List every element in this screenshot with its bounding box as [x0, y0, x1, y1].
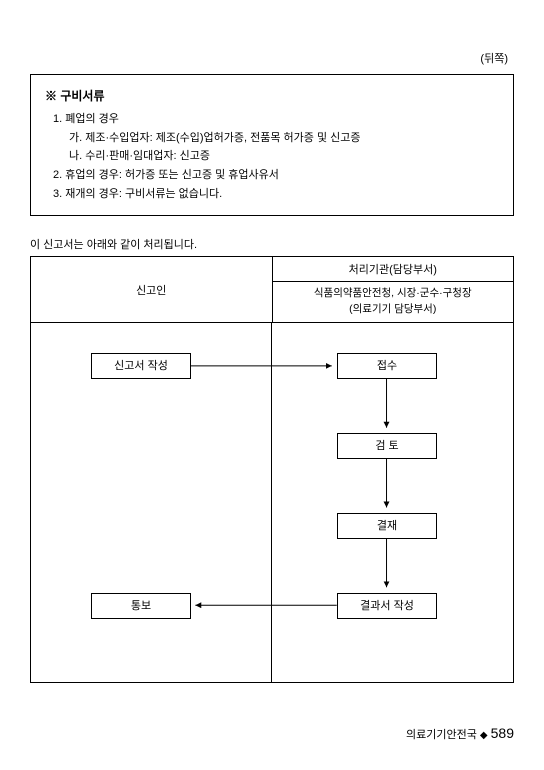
page-footer: 의료기기안전국 ◆ 589 [406, 725, 514, 742]
process-intro: 이 신고서는 아래와 같이 처리됩니다. [30, 236, 514, 252]
flowchart: 신고서 작성 통보 접수 검 토 결재 결과서 작성 [31, 323, 513, 682]
doc-item: 가. 제조·수입업자: 제조(수입)업허가증, 전품목 허가증 및 신고증 [45, 129, 499, 148]
flow-approve-box: 결재 [337, 513, 437, 539]
header-agency: 처리기관(담당부서) [272, 257, 514, 282]
flow-left-col: 신고서 작성 통보 [31, 323, 272, 682]
diamond-icon: ◆ [480, 730, 488, 741]
flow-notify-box: 통보 [91, 593, 191, 619]
doc-item: 1. 폐업의 경우 [45, 110, 499, 129]
flow-review-box: 검 토 [337, 433, 437, 459]
page-back-label: (뒤쪽) [30, 50, 514, 66]
agency-line1: 식품의약품안전청, 시장·군수·구청장 [314, 287, 472, 299]
documents-box: ※ 구비서류 1. 폐업의 경우 가. 제조·수입업자: 제조(수입)업허가증,… [30, 74, 514, 216]
header-agency-detail: 식품의약품안전청, 시장·군수·구청장 (의료기기 담당부서) [272, 282, 514, 323]
flow-receive-box: 접수 [337, 353, 437, 379]
doc-item: 3. 재개의 경우: 구비서류는 없습니다. [45, 185, 499, 204]
flow-result-box: 결과서 작성 [337, 593, 437, 619]
documents-list: 1. 폐업의 경우 가. 제조·수입업자: 제조(수입)업허가증, 전품목 허가… [45, 110, 499, 203]
documents-title: ※ 구비서류 [45, 87, 499, 104]
doc-item: 2. 휴업의 경우: 허가증 또는 신고증 및 휴업사유서 [45, 166, 499, 185]
footer-label: 의료기기안전국 [406, 729, 477, 741]
page-number: 589 [491, 725, 514, 741]
agency-line2: (의료기기 담당부서) [349, 303, 436, 315]
doc-item: 나. 수리·판매·임대업자: 신고증 [45, 147, 499, 166]
flow-right-col: 접수 검 토 결재 결과서 작성 [272, 323, 513, 682]
process-table: 신고인 처리기관(담당부서) 식품의약품안전청, 시장·군수·구청장 (의료기기… [30, 256, 514, 683]
header-applicant: 신고인 [31, 257, 273, 323]
flow-write-box: 신고서 작성 [91, 353, 191, 379]
